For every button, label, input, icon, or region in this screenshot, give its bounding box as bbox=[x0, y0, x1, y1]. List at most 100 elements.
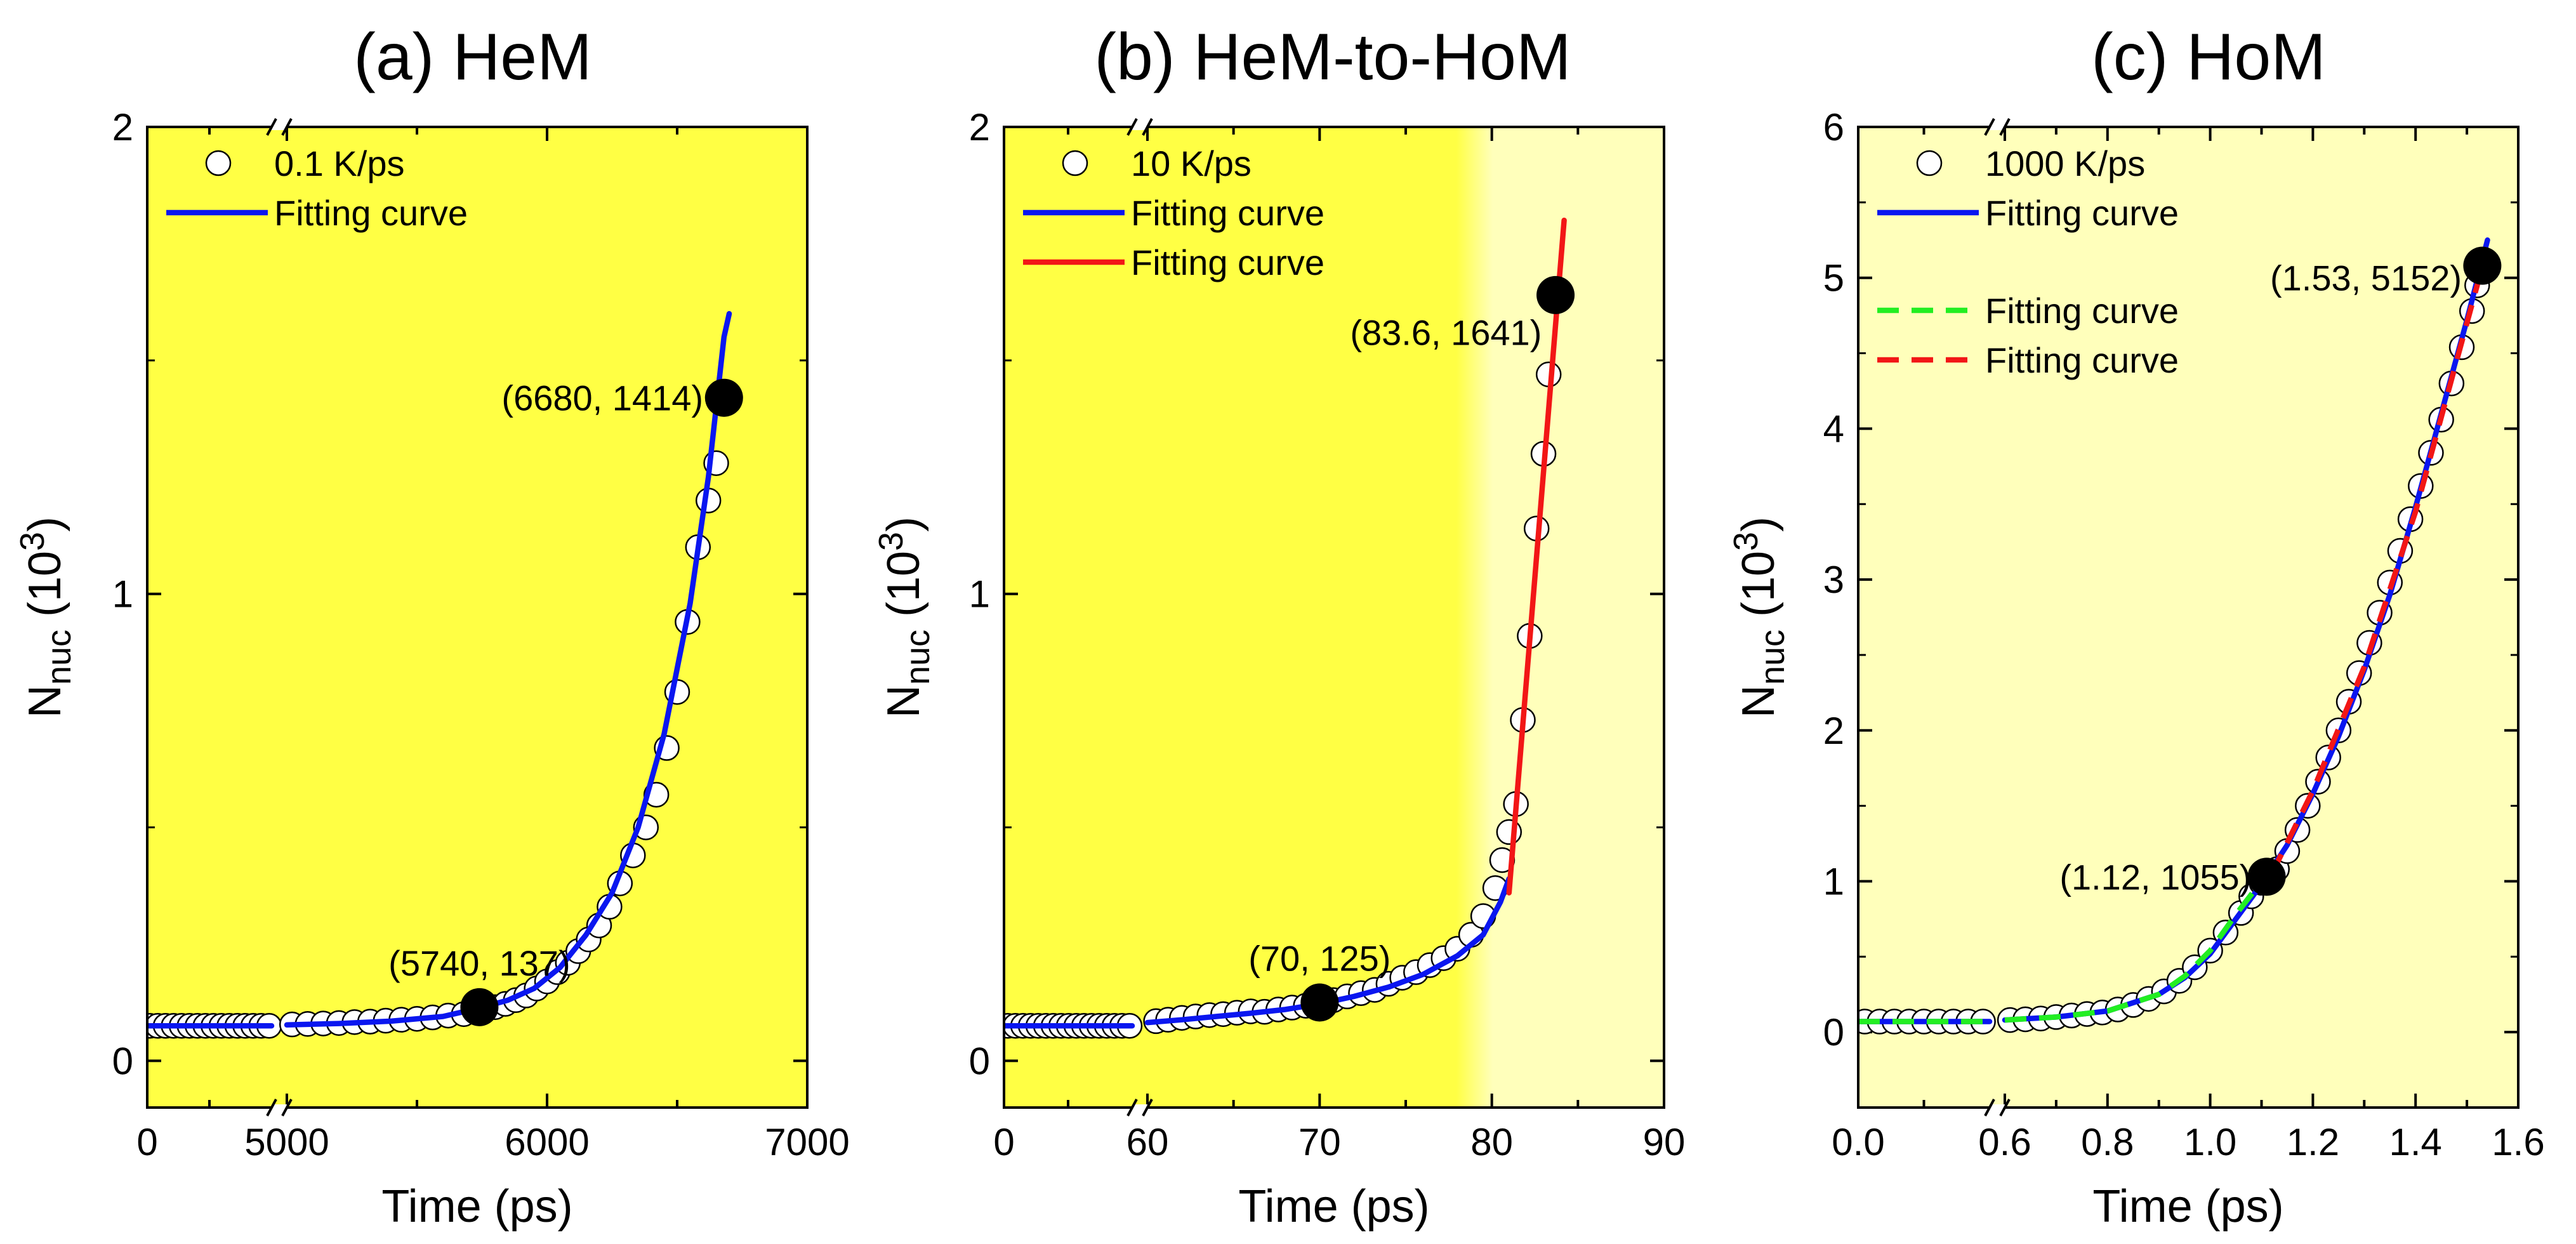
x-tick-label: 60 bbox=[1126, 1121, 1169, 1163]
legend-label: Fitting curve bbox=[1985, 340, 2179, 380]
x-tick-label: 80 bbox=[1470, 1121, 1513, 1163]
y-tick-label: 4 bbox=[1823, 407, 1844, 450]
legend-label: Fitting curve bbox=[1131, 242, 1324, 282]
point-annotation: (83.6, 1641) bbox=[1350, 313, 1542, 353]
axis-break-gap bbox=[1990, 124, 2005, 130]
y-tick-label: 3 bbox=[1823, 559, 1844, 601]
y-tick-label: 2 bbox=[969, 106, 990, 149]
x-tick-label: 1.0 bbox=[2184, 1121, 2236, 1163]
x-tick-label: 1.4 bbox=[2389, 1121, 2441, 1163]
axis-break-mark bbox=[281, 118, 293, 136]
legend-label: 0.1 K/ps bbox=[274, 143, 404, 183]
highlight-point bbox=[1300, 983, 1339, 1022]
y-tick-label: 0 bbox=[112, 1040, 133, 1082]
panel-title: (c) HoM bbox=[2091, 20, 2326, 94]
fit-curve-line bbox=[1506, 217, 1567, 896]
y-axis-label: Nnuc (103) bbox=[1727, 517, 1792, 718]
axis-break-mark bbox=[281, 1099, 293, 1116]
axis-break-mark bbox=[1999, 1099, 2011, 1116]
panel-title: (b) HeM-to-HoM bbox=[1094, 20, 1571, 94]
point-annotation: (70, 125) bbox=[1248, 939, 1390, 979]
highlight-point bbox=[2463, 246, 2502, 285]
y-axis-label-symbol: N bbox=[1733, 685, 1784, 718]
axis-break-gap bbox=[1990, 1104, 2005, 1111]
axis-break-mark bbox=[1984, 118, 1995, 136]
panel-title: (a) HeM bbox=[353, 20, 592, 94]
y-axis-label-unit: (10 bbox=[878, 551, 929, 630]
data-area bbox=[147, 311, 732, 1039]
plot-frame bbox=[1857, 126, 2520, 1109]
axis-break-gap bbox=[1132, 124, 1147, 130]
y-axis-label-exponent: 3 bbox=[13, 532, 51, 551]
y-axis-label-exponent: 3 bbox=[872, 532, 910, 551]
x-tick-label: 6000 bbox=[505, 1121, 589, 1163]
y-axis-label-close: ) bbox=[1733, 517, 1784, 532]
highlight-point bbox=[460, 988, 499, 1026]
x-tick-label: 1.2 bbox=[2287, 1121, 2339, 1163]
legend: 0.1 K/ps Fitting curve bbox=[166, 143, 468, 233]
highlight-point bbox=[704, 378, 743, 417]
y-tick-label: 1 bbox=[112, 573, 133, 616]
axis-break-mark bbox=[1126, 1099, 1138, 1116]
plot-frame bbox=[146, 126, 809, 1109]
axis-break-gap bbox=[1132, 1104, 1147, 1111]
fit-curve-line bbox=[2004, 879, 2264, 1023]
y-tick-label: 1 bbox=[1823, 860, 1844, 903]
y-axis-label-subscript: nuc bbox=[899, 630, 937, 685]
x-axis-label: Time (ps) bbox=[2092, 1181, 2283, 1232]
y-tick-label: 0 bbox=[1823, 1011, 1844, 1054]
legend-label: Fitting curve bbox=[1131, 193, 1324, 233]
y-axis-label: Nnuc (103) bbox=[13, 517, 78, 718]
legend-label: Fitting curve bbox=[274, 193, 468, 233]
x-tick-label: 0.8 bbox=[2081, 1121, 2134, 1163]
fit-curve-line bbox=[2269, 247, 2490, 875]
axis-break-mark bbox=[266, 1099, 277, 1116]
x-tick-label: 70 bbox=[1298, 1121, 1341, 1163]
y-axis-label-unit: (10 bbox=[20, 551, 70, 630]
legend-marker bbox=[1062, 150, 1088, 176]
axis-break-gap bbox=[272, 1104, 287, 1111]
y-axis-label: Nnuc (103) bbox=[872, 517, 937, 718]
x-tick-label: 0.0 bbox=[1832, 1121, 1884, 1163]
y-axis-label-close: ) bbox=[878, 517, 929, 532]
plot-background bbox=[1004, 127, 1456, 1108]
plot-background bbox=[1492, 127, 1665, 1108]
y-tick-label: 1 bbox=[969, 573, 990, 616]
x-tick-label: 0.6 bbox=[1978, 1121, 2031, 1163]
legend-label: 1000 K/ps bbox=[1985, 143, 2145, 183]
point-annotation: (1.53, 5152) bbox=[2270, 258, 2462, 298]
axis-break-mark bbox=[266, 118, 277, 136]
y-axis-label-unit: (10 bbox=[1733, 551, 1784, 630]
point-annotation: (6680, 1414) bbox=[501, 378, 703, 418]
x-tick-label: 5000 bbox=[244, 1121, 329, 1163]
x-tick-label: 90 bbox=[1643, 1121, 1686, 1163]
y-tick-label: 2 bbox=[112, 106, 133, 149]
x-tick-label: 0 bbox=[136, 1121, 157, 1163]
legend-label: 10 K/ps bbox=[1131, 143, 1252, 183]
fit-curve-line bbox=[1144, 876, 1512, 1026]
legend-label: Fitting curve bbox=[1985, 193, 2179, 233]
data-area bbox=[1858, 237, 2490, 1035]
y-axis-label-exponent: 3 bbox=[1727, 532, 1765, 551]
point-annotation: (5740, 137) bbox=[388, 943, 570, 983]
plot-background bbox=[1858, 127, 2519, 1108]
data-point bbox=[1496, 819, 1522, 845]
y-tick-label: 2 bbox=[1823, 710, 1844, 752]
panel-1: (a) HeM Nnuc (103) Time (ps) 0 1 2 0 5000 6000 70… bbox=[13, 20, 850, 1232]
legend-marker bbox=[205, 150, 232, 176]
point-annotation: (1.12, 1055) bbox=[2059, 857, 2251, 897]
axis-break-mark bbox=[1142, 1099, 1153, 1116]
legend: 1000 K/ps Fitting curve Fitting curve Fitti… bbox=[1877, 143, 2179, 380]
fit-curve-line bbox=[284, 311, 732, 1028]
plot-frame bbox=[1003, 126, 1665, 1109]
axis-break-mark bbox=[1984, 1099, 1995, 1116]
axis-break-mark bbox=[1142, 118, 1153, 136]
highlight-point bbox=[1536, 275, 1575, 314]
legend-marker bbox=[1916, 150, 1943, 176]
y-tick-label: 0 bbox=[969, 1040, 990, 1082]
x-tick-label: 7000 bbox=[765, 1121, 849, 1163]
y-axis-label-close: ) bbox=[20, 517, 70, 532]
y-axis-label-subscript: nuc bbox=[1754, 630, 1792, 685]
